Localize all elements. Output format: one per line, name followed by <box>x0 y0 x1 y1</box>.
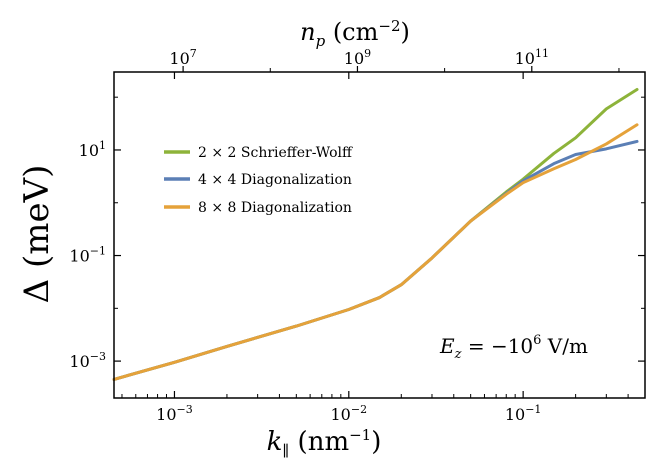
y-tick-label-1: 10−1 <box>69 245 106 266</box>
legend-label-4x4: 4 × 4 Diagonalization <box>198 172 352 188</box>
svg-text:k∥ (nm−1): k∥ (nm−1) <box>267 426 382 460</box>
series-line-2 <box>112 123 639 381</box>
field-annotation: Ez = −106 V/m <box>439 333 588 362</box>
top-x-tick-label-0: 107 <box>169 47 196 68</box>
y-axis-title: Δ (meV) <box>17 165 57 304</box>
y-tick-label-0: 10−3 <box>69 350 106 371</box>
svg-text:Ez = −106 V/m: Ez = −106 V/m <box>439 333 588 362</box>
x-tick-label-0: 10−3 <box>156 403 193 424</box>
legend: 2 × 2 Schrieffer-Wolff 4 × 4 Diagonaliza… <box>164 145 353 216</box>
svg-text:np (cm−2): np (cm−2) <box>300 17 410 50</box>
series-group <box>112 87 639 381</box>
svg-text:Δ (meV): Δ (meV) <box>17 165 57 304</box>
x-axis-title: k∥ (nm−1) <box>267 426 382 460</box>
tick-group: 10−3 10−2 10−1 10−3 10−1 101 107 109 1011 <box>69 47 646 424</box>
legend-label-schrieffer-wolff: 2 × 2 Schrieffer-Wolff <box>198 145 353 161</box>
plot-frame <box>113 71 646 399</box>
top-x-tick-label-2: 1011 <box>515 47 549 68</box>
x-tick-label-2: 10−1 <box>505 403 542 424</box>
top-x-tick-label-1: 109 <box>344 47 371 68</box>
x-tick-label-1: 10−2 <box>331 403 368 424</box>
y-tick-label-2: 101 <box>79 139 106 160</box>
legend-label-8x8: 8 × 8 Diagonalization <box>198 200 352 216</box>
top-axis-title: np (cm−2) <box>300 17 410 50</box>
